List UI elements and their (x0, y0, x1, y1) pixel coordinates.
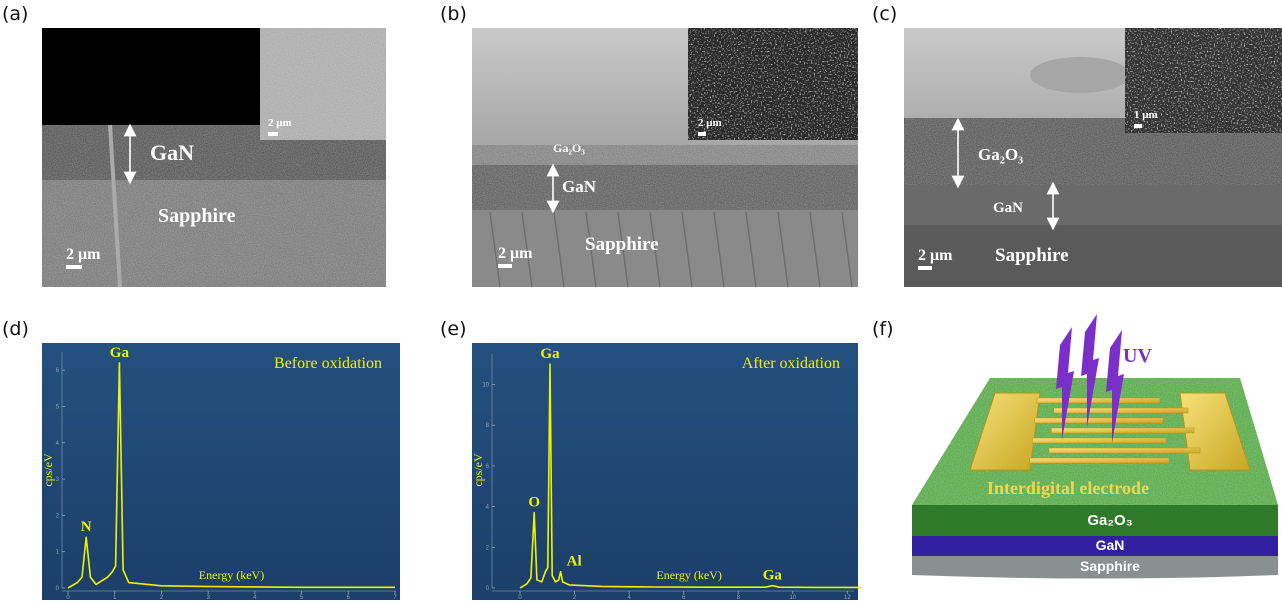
scale-bar (66, 265, 82, 269)
scale-bar-label: 2 μm (268, 117, 292, 129)
layer-label: Sapphire (158, 205, 236, 227)
sapphire-region (904, 225, 1282, 287)
layer-label: Sapphire (995, 245, 1069, 266)
panel-label: (f) (872, 318, 894, 340)
scale-bar-label: 2 μm (498, 245, 533, 262)
layer-label: Ga₂O₃ (1087, 512, 1132, 529)
scale-bar (268, 132, 278, 136)
debris (1030, 57, 1130, 93)
uv-label: UV (1123, 345, 1152, 367)
layer-label: Ga₂O₃ (978, 145, 1023, 164)
electrode-finger (1030, 458, 1169, 463)
electrode-finger (1035, 418, 1163, 423)
peak-label: O (528, 495, 540, 511)
layer-label: Sapphire (585, 234, 659, 255)
page: SEM, EDS and device figure html, body { … (0, 0, 1282, 602)
scale-bar (498, 264, 512, 268)
body: {"panels": [ {"label": "(a)", "layers": … (0, 0, 1282, 602)
scale-bar (698, 132, 706, 136)
spectrum-background (472, 343, 858, 600)
peak-label: N (81, 519, 92, 535)
layer-label: Ga₂O₃ (553, 141, 585, 155)
spectrum-title: After oxidation (742, 355, 840, 372)
peak-label: Ga (110, 345, 130, 361)
x-tick-label: 10 (789, 595, 796, 601)
panel-label: (b) (440, 3, 467, 25)
layer-label: GaN (993, 200, 1023, 216)
layer-label: GaN (1096, 537, 1125, 553)
layer-label: GaN (562, 177, 597, 196)
peak-label: Ga (763, 568, 783, 584)
x-tick-label: 12 (844, 595, 851, 601)
y-axis-label: cps/eV (471, 453, 485, 487)
scale-bar-label: 2 μm (698, 117, 722, 129)
electrode-finger (1049, 448, 1200, 453)
electrode-finger (1054, 408, 1188, 413)
scale-bar-label: 2 μm (918, 247, 953, 264)
x-axis-label: Energy (keV) (656, 568, 721, 582)
figure: (a)(b)(c)(d)(e)(f)GaNSapphire2 μm2 μmGa₂… (0, 0, 1282, 602)
panel-label: (e) (440, 318, 467, 340)
gan-texture (472, 165, 858, 210)
layer-label: Sapphire (1080, 558, 1140, 574)
spectrum-background (42, 343, 400, 600)
panel-label: (d) (2, 318, 29, 340)
peak-label: Al (567, 554, 582, 570)
gan-region (904, 185, 1282, 225)
scale-bar (918, 266, 932, 270)
y-tick-label: 10 (482, 383, 489, 389)
electrode-finger (1032, 438, 1166, 443)
electrode-label: Interdigital electrode (987, 478, 1149, 498)
x-axis-label: Energy (keV) (199, 568, 264, 582)
scale-bar-label: 1 μm (1134, 109, 1158, 121)
vacuum (42, 28, 260, 125)
panel-label: (a) (2, 3, 28, 25)
spectrum-title: Before oxidation (274, 355, 382, 372)
scale-bar-label: 2 μm (66, 246, 101, 263)
layer-label: GaN (150, 140, 194, 165)
scale-bar (1134, 124, 1142, 128)
electrode-finger (1037, 398, 1160, 403)
oxide-texture (472, 145, 858, 165)
electrode-finger (1051, 428, 1194, 433)
peak-label: Ga (540, 346, 560, 362)
y-axis-label: cps/eV (41, 453, 55, 487)
panel-label: (c) (872, 3, 897, 25)
